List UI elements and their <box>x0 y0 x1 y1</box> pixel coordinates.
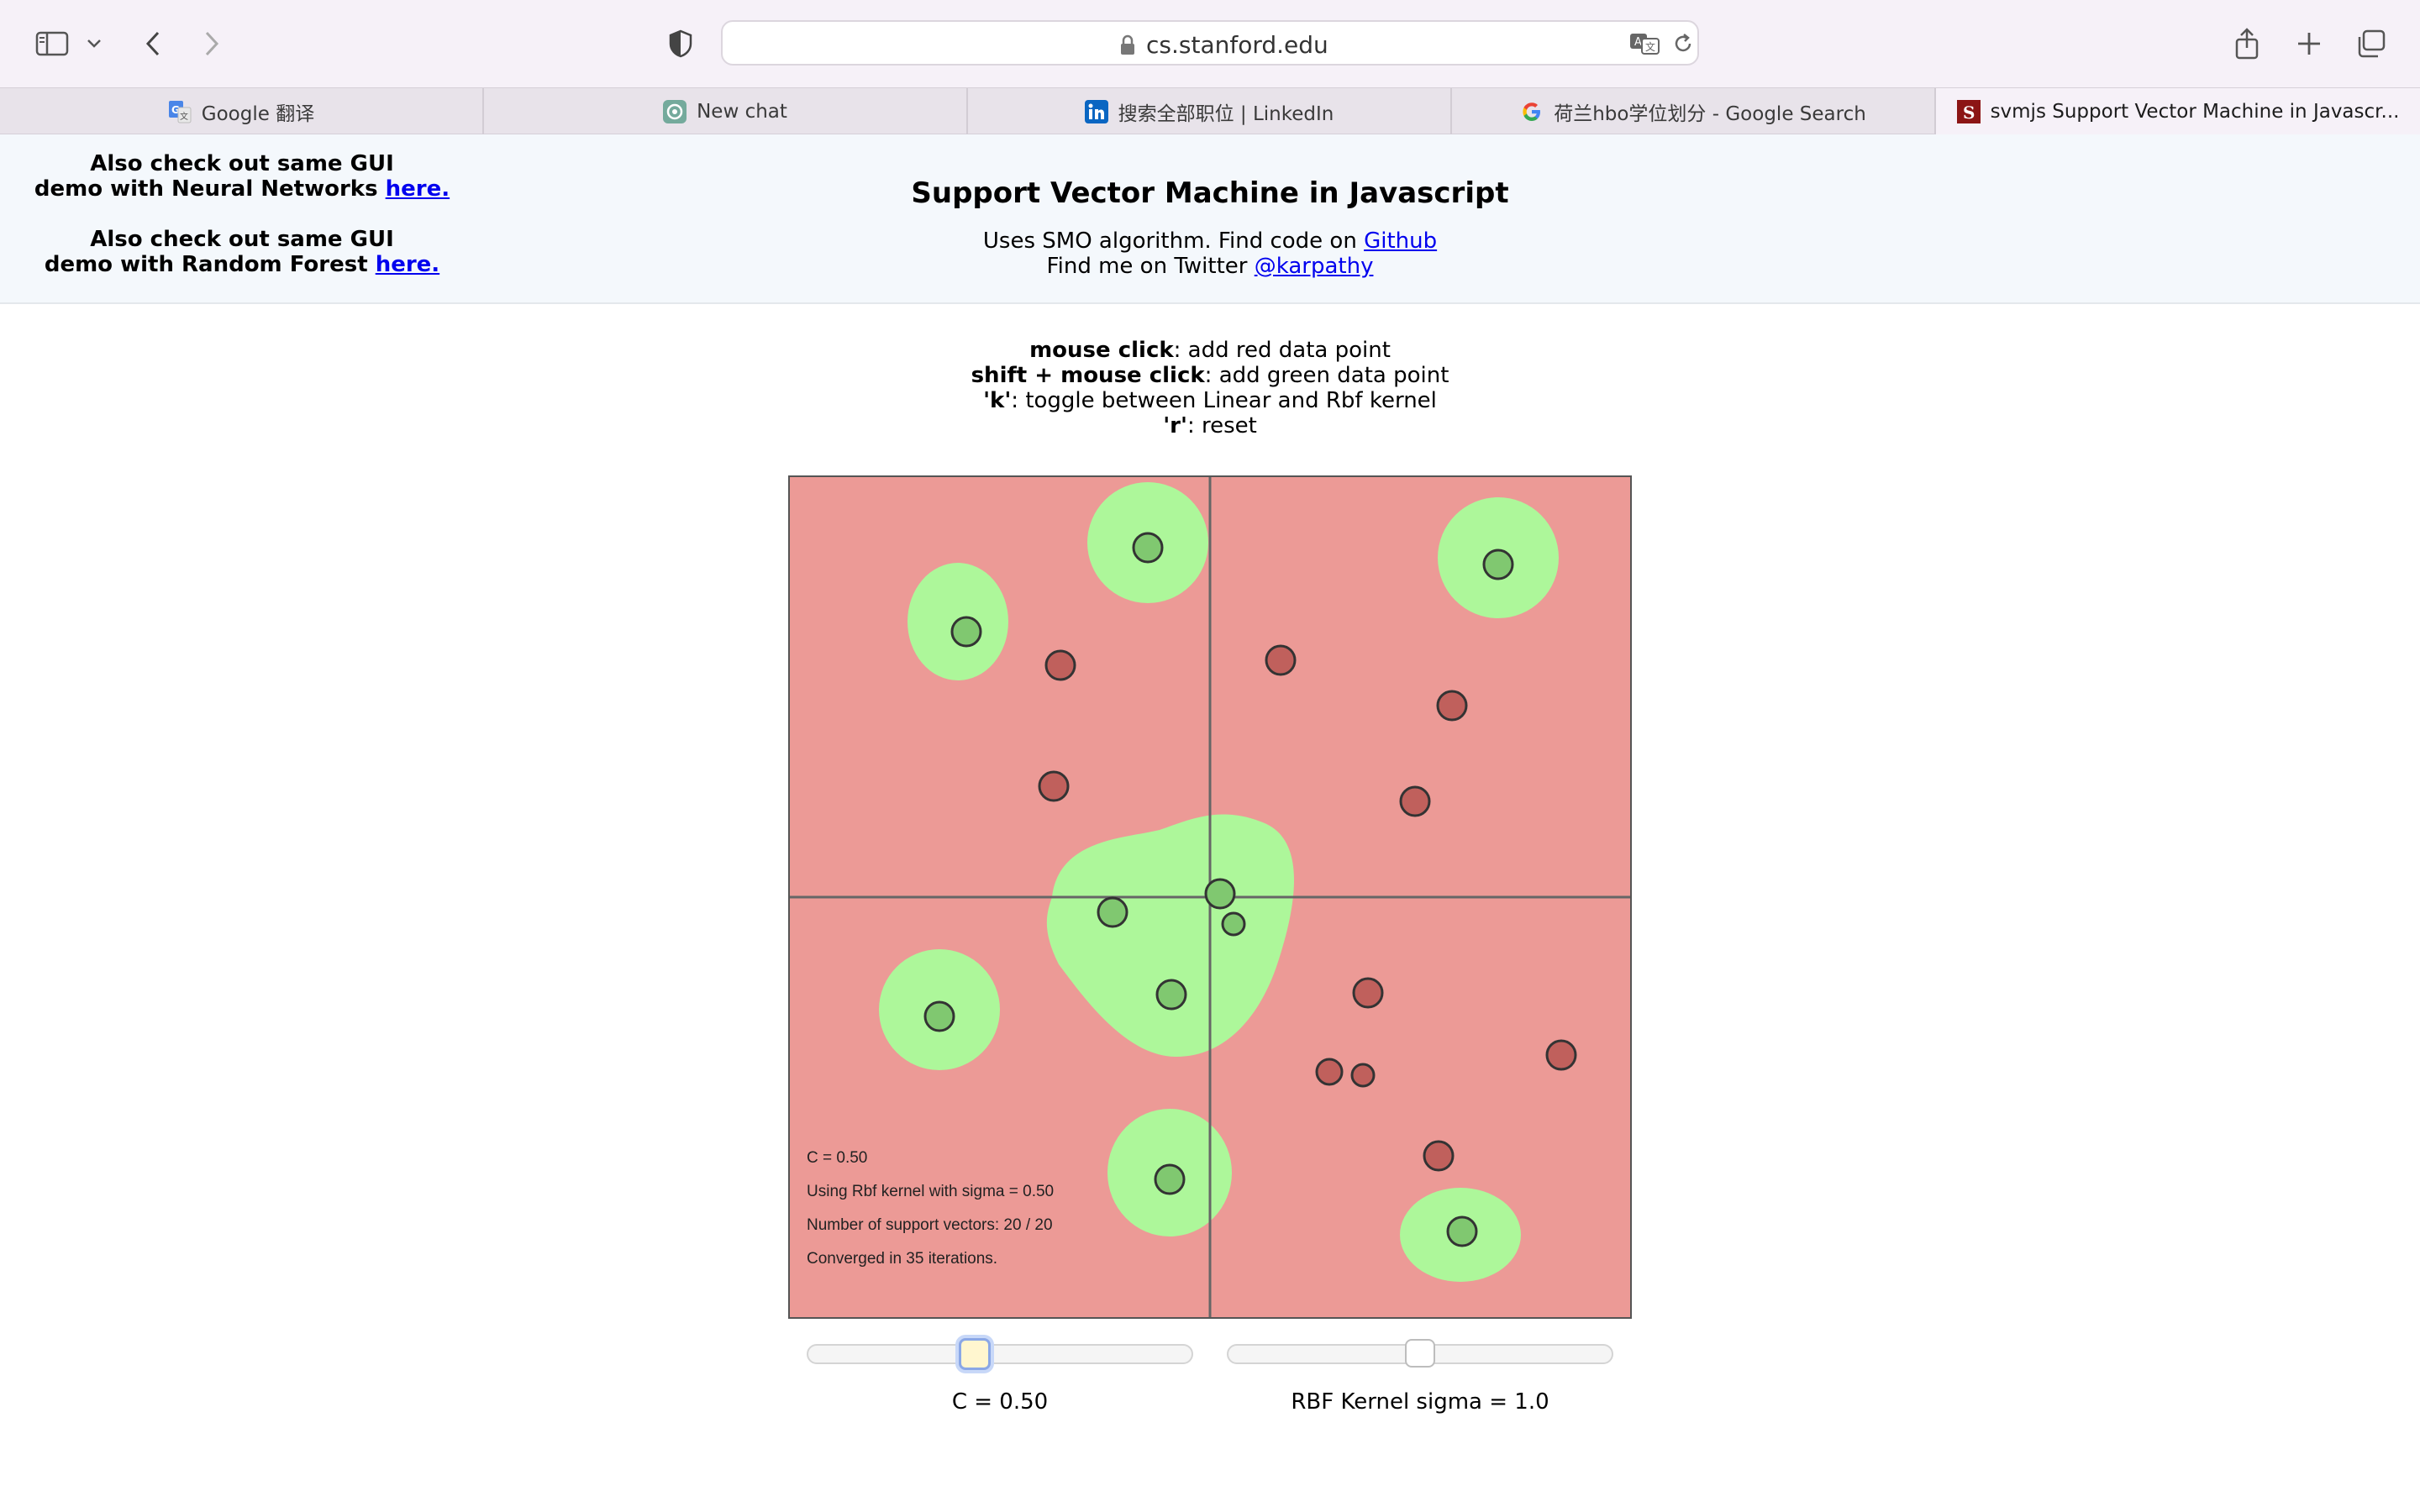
instruction-desc: : reset <box>1186 413 1257 438</box>
red-data-point <box>1044 649 1076 681</box>
tab-label: Google 翻译 <box>201 103 315 125</box>
share-icon[interactable] <box>2227 24 2267 64</box>
linkedin-icon <box>1084 100 1108 123</box>
svg-text:文: 文 <box>180 111 188 122</box>
instruction-key: 'r' <box>1163 413 1187 438</box>
note-line: Also check out same GUI <box>90 227 394 252</box>
note-text: demo with Neural Networks <box>34 176 378 202</box>
green-data-point <box>923 1000 955 1032</box>
tab-new-chat[interactable]: New chat <box>484 88 968 135</box>
red-data-point <box>1315 1058 1344 1086</box>
google-icon <box>1520 100 1544 123</box>
note-line: demo with Neural Networks here. <box>0 176 484 202</box>
tab-label: 荷兰hbo学位划分 - Google Search <box>1554 103 1866 125</box>
green-data-point <box>1482 549 1514 580</box>
random-forest-demo-link[interactable]: here. <box>375 252 440 277</box>
red-data-point <box>1352 977 1384 1009</box>
svg-text:文: 文 <box>1645 40 1655 53</box>
instruction-desc: : toggle between Linear and Rbf kernel <box>1011 388 1437 413</box>
red-data-point <box>1399 785 1431 817</box>
green-region <box>1046 814 1294 1057</box>
chatgpt-icon <box>663 100 687 123</box>
stat-support-vectors: Number of support vectors: 20 / 20 <box>807 1216 1053 1234</box>
instructions: mouse click: add red data point shift + … <box>0 338 2420 438</box>
twitter-text: Find me on Twitter <box>1046 254 1248 279</box>
red-data-point <box>1423 1140 1455 1172</box>
neural-net-demo-link[interactable]: here. <box>385 176 450 202</box>
tab-label: New chat <box>697 101 787 123</box>
red-data-point <box>1038 770 1070 802</box>
note-text: demo with Random Forest <box>44 252 368 277</box>
red-data-point <box>1545 1039 1577 1071</box>
tab-label: 搜索全部职位 | LinkedIn <box>1118 103 1334 125</box>
twitter-line: Find me on Twitter @karpathy <box>0 254 2420 279</box>
reload-icon[interactable] <box>1672 33 1694 58</box>
svg-text:G: G <box>171 104 180 116</box>
instruction-line: 'k': toggle between Linear and Rbf kerne… <box>0 388 2420 413</box>
c-slider[interactable] <box>807 1344 1193 1364</box>
svm-plot[interactable]: C = 0.50 Using Rbf kernel with sigma = 0… <box>790 477 1630 1317</box>
green-data-point <box>1221 911 1246 937</box>
green-data-point <box>1204 878 1236 910</box>
note-line: demo with Random Forest here. <box>0 252 484 277</box>
green-data-point <box>1155 979 1187 1011</box>
sigma-label: RBF Kernel sigma = 1.0 <box>1291 1389 1549 1415</box>
url-text: cs.stanford.edu <box>1146 31 1328 59</box>
svg-text:S: S <box>1963 102 1975 123</box>
page-header: Also check out same GUI demo with Neural… <box>0 134 2420 304</box>
red-data-point <box>1265 644 1297 676</box>
instruction-line: 'r': reset <box>0 413 2420 438</box>
sigma-slider-thumb[interactable] <box>1405 1339 1435 1368</box>
instruction-desc: : add red data point <box>1173 338 1391 363</box>
instruction-key: mouse click <box>1029 338 1174 363</box>
privacy-shield-icon[interactable] <box>660 24 701 64</box>
stat-kernel: Using Rbf kernel with sigma = 0.50 <box>807 1183 1054 1200</box>
neural-net-note: Also check out same GUI demo with Neural… <box>0 151 484 202</box>
random-forest-note: Also check out same GUI demo with Random… <box>0 227 484 277</box>
tab-google-search[interactable]: 荷兰hbo学位划分 - Google Search <box>1452 88 1936 135</box>
code-text: Uses SMO algorithm. Find code on <box>982 228 1357 254</box>
tab-overview-icon[interactable] <box>2351 24 2391 64</box>
c-slider-thumb[interactable] <box>959 1338 992 1370</box>
twitter-link[interactable]: @karpathy <box>1254 254 1374 279</box>
note-line: Also check out same GUI <box>90 151 394 176</box>
red-data-point <box>1350 1063 1376 1088</box>
instruction-line: mouse click: add red data point <box>0 338 2420 363</box>
chevron-down-icon[interactable] <box>77 24 111 64</box>
stat-c: C = 0.50 <box>807 1149 867 1167</box>
instruction-line: shift + mouse click: add green data poin… <box>0 363 2420 388</box>
green-data-point <box>950 616 982 648</box>
back-icon[interactable] <box>133 24 173 64</box>
svg-text:A: A <box>1634 36 1642 49</box>
forward-icon[interactable] <box>192 24 232 64</box>
stanford-icon: S <box>1956 100 1981 123</box>
code-line: Uses SMO algorithm. Find code on Github <box>0 228 2420 254</box>
stat-iterations: Converged in 35 iterations. <box>807 1250 997 1268</box>
tab-svmjs[interactable]: S svmjs Support Vector Machine in Javasc… <box>1936 88 2420 135</box>
instruction-key: 'k' <box>983 388 1012 413</box>
green-data-point <box>1446 1215 1478 1247</box>
c-label: C = 0.50 <box>951 1389 1049 1415</box>
green-data-point <box>1154 1163 1186 1195</box>
tab-linkedin[interactable]: 搜索全部职位 | LinkedIn <box>968 88 1452 135</box>
red-data-point <box>1436 690 1468 722</box>
lock-icon <box>1119 34 1136 60</box>
green-data-point <box>1132 532 1164 564</box>
instruction-key: shift + mouse click <box>971 363 1205 388</box>
svm-canvas[interactable]: C = 0.50 Using Rbf kernel with sigma = 0… <box>788 475 1632 1319</box>
page-title: Support Vector Machine in Javascript <box>911 176 1509 210</box>
green-data-point <box>1097 896 1128 928</box>
instruction-desc: : add green data point <box>1204 363 1449 388</box>
tab-label: svmjs Support Vector Machine in Javascr.… <box>1990 101 2400 123</box>
sidebar-toggle-icon[interactable] <box>32 24 72 64</box>
github-link[interactable]: Github <box>1364 228 1438 254</box>
new-tab-icon[interactable] <box>2289 24 2329 64</box>
